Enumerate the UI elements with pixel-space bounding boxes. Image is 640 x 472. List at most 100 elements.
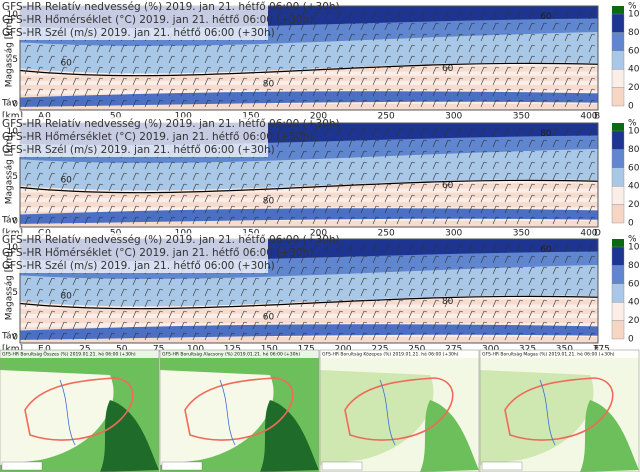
wind-barb xyxy=(492,172,500,181)
wind-barb xyxy=(336,310,344,319)
wind-barb xyxy=(528,216,536,225)
wind-barb xyxy=(84,288,92,297)
wind-barb xyxy=(336,266,344,275)
wind-barb xyxy=(528,266,536,275)
wind-barb xyxy=(192,194,200,203)
wind-barb xyxy=(240,205,248,214)
wind-barb xyxy=(348,128,356,137)
wind-barb xyxy=(192,321,200,330)
cb-tick: 40 xyxy=(628,298,640,308)
map-frame xyxy=(319,349,480,472)
wind-barb xyxy=(300,321,308,330)
wind-barb xyxy=(336,172,344,181)
wind-barb xyxy=(384,205,392,214)
cloud-area xyxy=(480,370,594,465)
cb-tick: 20 xyxy=(628,200,640,210)
wind-barb xyxy=(180,44,188,53)
wind-barb xyxy=(168,310,176,319)
wind-barb xyxy=(312,55,320,64)
wind-barb xyxy=(132,299,140,308)
wind-barb xyxy=(468,321,476,330)
wind-barb xyxy=(228,44,236,53)
x-label: Táv xyxy=(1,332,18,342)
wind-barb xyxy=(492,128,500,137)
wind-barb xyxy=(336,150,344,159)
wind-barb xyxy=(564,321,572,330)
wind-barb xyxy=(492,66,500,75)
wind-barb xyxy=(300,11,308,20)
wind-barb xyxy=(276,128,284,137)
wind-barb xyxy=(324,44,332,53)
wind-barb xyxy=(144,299,152,308)
wind-barb xyxy=(588,161,596,170)
wind-barb xyxy=(468,310,476,319)
wind-barb xyxy=(120,194,128,203)
wind-barb xyxy=(564,244,572,253)
wind-barb xyxy=(168,161,176,170)
wind-barb xyxy=(408,11,416,20)
wind-barb xyxy=(360,332,368,341)
wind-barb xyxy=(84,205,92,214)
wind-barb xyxy=(24,216,32,225)
wind-barb xyxy=(120,332,128,341)
wind-barb xyxy=(288,332,296,341)
cb-seg xyxy=(611,265,625,284)
wind-barb xyxy=(468,216,476,225)
wind-barb xyxy=(420,33,428,42)
wind-barb xyxy=(432,299,440,308)
wind-barb xyxy=(324,99,332,108)
wind-barb xyxy=(528,288,536,297)
wind-barb xyxy=(444,183,452,192)
wind-barb xyxy=(480,139,488,148)
contour xyxy=(20,179,598,194)
wind-barb xyxy=(564,277,572,286)
wind-barb xyxy=(156,99,164,108)
wind-barb xyxy=(108,310,116,319)
wind-barb xyxy=(60,88,68,97)
wind-barb xyxy=(156,44,164,53)
map-title: GFS-HR Borultság Alacsony (%) 2019.01.21… xyxy=(162,351,300,358)
wind-barb xyxy=(96,194,104,203)
wind-barb xyxy=(336,255,344,264)
wind-barb xyxy=(36,321,44,330)
wind-barb xyxy=(588,288,596,297)
cb-seg xyxy=(611,32,625,52)
wind-barb xyxy=(408,161,416,170)
wind-barb xyxy=(360,33,368,42)
wind-barb xyxy=(96,55,104,64)
wind-barb xyxy=(168,332,176,341)
wind-barb xyxy=(216,216,224,225)
wind-barb xyxy=(300,194,308,203)
wind-barb xyxy=(276,321,284,330)
wind-barb xyxy=(492,139,500,148)
wind-barb xyxy=(24,277,32,286)
wind-barb xyxy=(324,139,332,148)
dark-cloud xyxy=(260,400,319,472)
x-tick: 250 xyxy=(378,112,395,122)
wind-barb xyxy=(432,194,440,203)
wind-barb xyxy=(480,321,488,330)
wind-barb xyxy=(24,99,32,108)
wind-barb xyxy=(540,321,548,330)
wind-barb xyxy=(456,139,464,148)
wind-barb xyxy=(528,172,536,181)
wind-barb xyxy=(552,22,560,31)
wind-barb xyxy=(492,55,500,64)
wind-barb xyxy=(72,194,80,203)
wind-barb xyxy=(516,128,524,137)
wind-barb xyxy=(396,99,404,108)
map-title: GFS-HR Borultság Magas (%) 2019.01.21. h… xyxy=(482,351,615,358)
wind-barb xyxy=(588,11,596,20)
wind-barb xyxy=(84,161,92,170)
wind-barb xyxy=(216,310,224,319)
wind-barb xyxy=(348,44,356,53)
wind-barb xyxy=(564,161,572,170)
wind-barb xyxy=(312,266,320,275)
wind-barb xyxy=(384,150,392,159)
wind-barb xyxy=(360,321,368,330)
wind-barb xyxy=(516,77,524,86)
wind-barb xyxy=(48,205,56,214)
wind-barb xyxy=(504,66,512,75)
wind-barb xyxy=(312,299,320,308)
wind-barb xyxy=(456,11,464,20)
